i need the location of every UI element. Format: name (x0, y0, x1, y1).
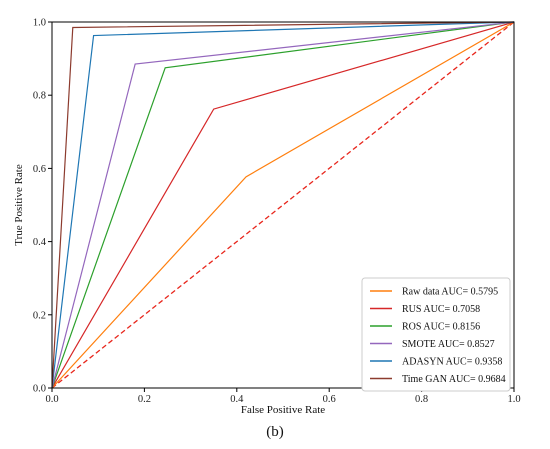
x-axis-label: False Positive Rate (241, 404, 325, 416)
plot-frame (51, 21, 515, 389)
y-tick-label: 0.2 (33, 310, 46, 321)
x-tick-label: 0.8 (415, 394, 428, 405)
series-line-4 (51, 21, 515, 389)
x-tick-label: 0.4 (230, 394, 244, 405)
x-tick-label: 0.2 (138, 394, 151, 405)
series-line-5 (51, 21, 515, 389)
legend: Raw data AUC= 0.5795 RUS AUC= 0.7058 ROS A… (361, 277, 511, 392)
y-tick-label: 0.4 (33, 237, 47, 248)
x-tick-label: 0.0 (45, 394, 58, 405)
y-tick-label: 0.6 (33, 164, 46, 175)
x-tick-label: 1.0 (507, 394, 520, 405)
series-line-2 (51, 21, 515, 389)
x-tick-label: 0.6 (323, 394, 336, 405)
y-tick-label: 0.8 (33, 91, 46, 102)
series-line-1 (51, 21, 515, 389)
y-tick-label: 1.0 (33, 18, 46, 29)
legend-label-4: ADASYN AUC= 0.9358 (402, 357, 502, 368)
legend-label-2: ROS AUC= 0.8156 (402, 322, 480, 333)
legend-box (361, 277, 511, 392)
series-line-0 (51, 21, 515, 389)
reference-diagonal-line (51, 21, 515, 389)
legend-label-0: Raw data AUC= 0.5795 (402, 287, 498, 298)
series-line-3 (51, 21, 515, 389)
y-tick-label: 0.0 (33, 384, 46, 395)
y-axis-label: True Positive Rate (13, 164, 25, 246)
legend-label-1: RUS AUC= 0.7058 (402, 304, 480, 315)
legend-label-5: Time GAN AUC= 0.9684 (402, 374, 506, 385)
legend-label-3: SMOTE AUC= 0.8527 (402, 339, 495, 350)
figure-caption: (b) (266, 424, 284, 440)
